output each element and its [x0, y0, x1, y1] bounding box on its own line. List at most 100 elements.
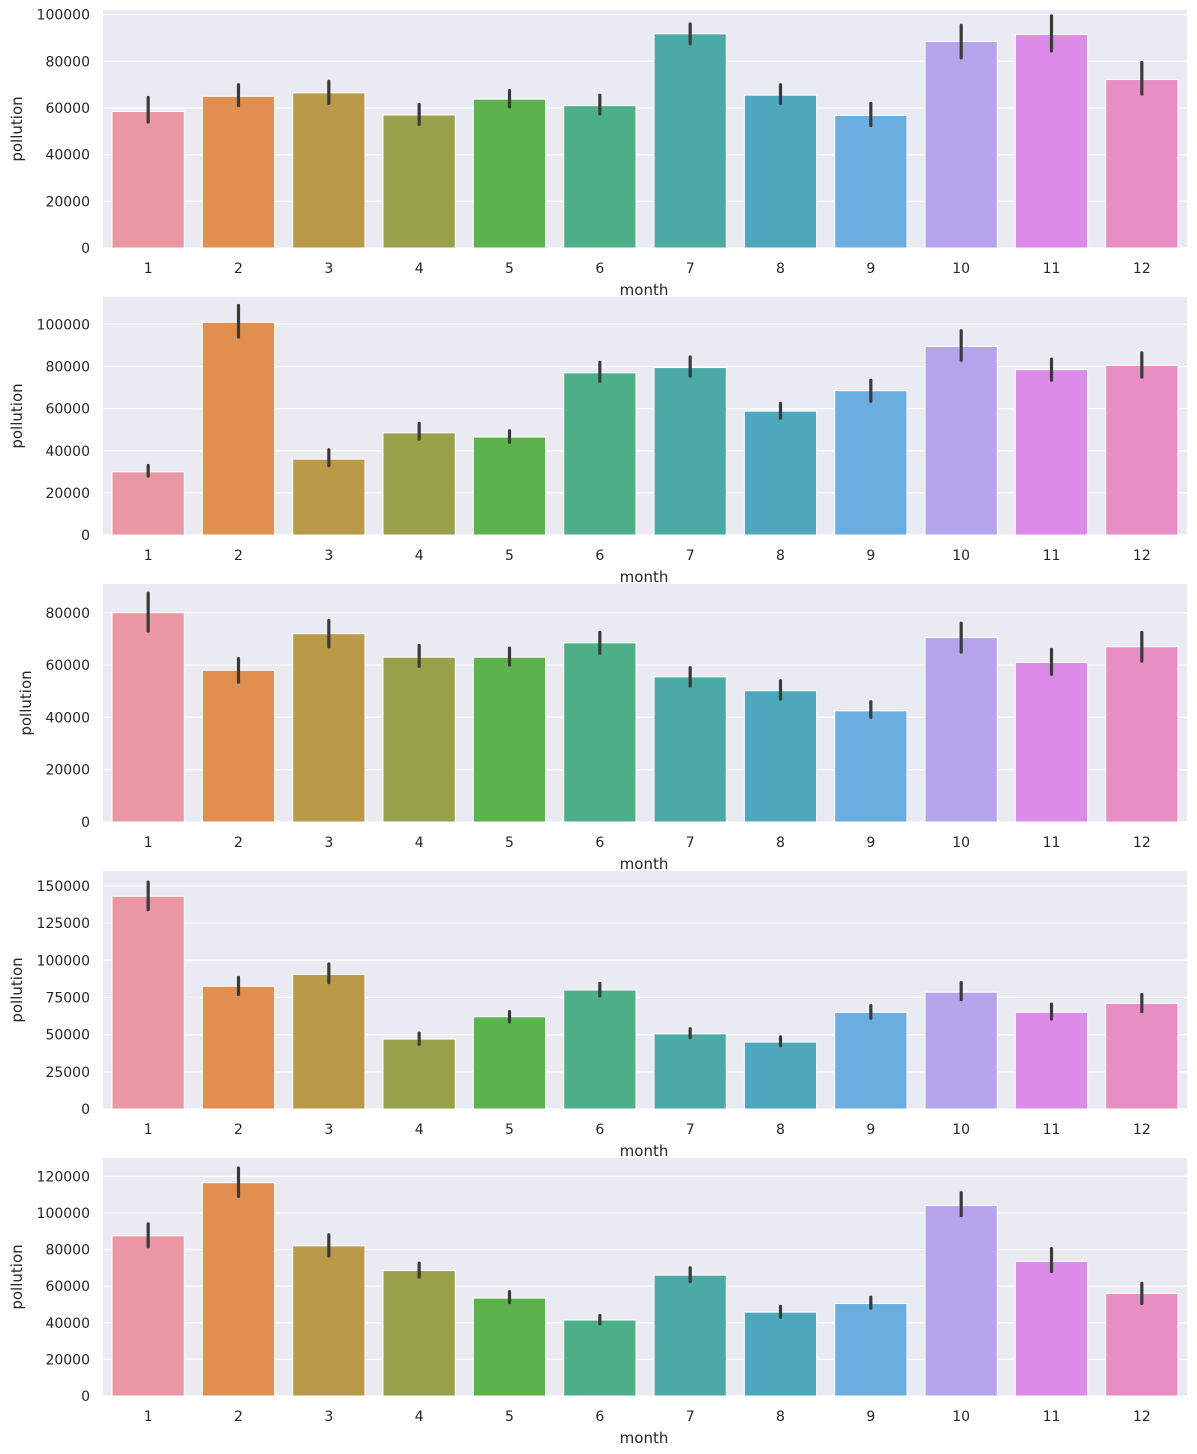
y-tick-label: 40000 [45, 1316, 90, 1332]
bar-month-3 [292, 92, 366, 249]
x-tick-label: 9 [866, 261, 875, 277]
x-tick-label: 5 [505, 261, 514, 277]
y-tick-label: 125000 [37, 916, 90, 932]
y-tick-label: 0 [81, 1102, 90, 1118]
y-tick-label: 60000 [45, 402, 90, 418]
bar-month-8 [743, 1311, 818, 1397]
y-tick-label: 60000 [45, 101, 90, 117]
y-tick-label: 25000 [45, 1065, 90, 1081]
bar-month-3 [292, 973, 366, 1110]
bar-month-1 [111, 1235, 185, 1397]
bar-month-11 [1014, 369, 1089, 536]
bar-month-8 [743, 94, 818, 249]
bar-month-10 [924, 1205, 998, 1397]
bar-month-10 [924, 637, 998, 823]
x-tick-label: 1 [144, 1122, 153, 1138]
x-tick-label: 10 [952, 835, 970, 851]
y-tick-label: 80000 [45, 1243, 90, 1259]
bar-month-9 [834, 1303, 908, 1397]
bar-month-3 [292, 458, 366, 536]
y-tick-label: 0 [81, 815, 90, 831]
x-tick-label: 6 [595, 835, 604, 851]
x-tick-label: 10 [952, 548, 970, 564]
plot-background [103, 10, 1187, 248]
x-tick-label: 2 [234, 1409, 243, 1425]
bar-month-11 [1014, 661, 1089, 823]
x-tick-label: 10 [952, 1409, 970, 1425]
y-tick-label: 60000 [45, 1279, 90, 1295]
bar-month-1 [111, 471, 185, 536]
y-tick-label: 100000 [37, 317, 90, 333]
bar-month-1 [111, 895, 185, 1110]
bar-month-5 [472, 656, 547, 823]
y-tick-label: 150000 [37, 879, 90, 895]
x-tick-label: 12 [1133, 548, 1151, 564]
x-tick-label: 8 [776, 1409, 785, 1425]
x-tick-label: 1 [144, 1409, 153, 1425]
x-tick-label: 4 [415, 548, 424, 564]
x-tick-label: 12 [1133, 1122, 1151, 1138]
x-tick-label: 2 [234, 548, 243, 564]
x-tick-label: 1 [144, 261, 153, 277]
bar-month-5 [472, 1297, 547, 1397]
x-tick-label: 7 [686, 835, 695, 851]
x-tick-label: 9 [866, 1409, 875, 1425]
x-tick-label: 1 [144, 548, 153, 564]
bar-month-12 [1105, 646, 1179, 823]
bar-month-11 [1014, 1260, 1089, 1397]
y-tick-label: 40000 [45, 710, 90, 726]
y-tick-label: 40000 [45, 148, 90, 164]
bar-month-9 [834, 390, 908, 536]
y-tick-label: 100000 [37, 1206, 90, 1222]
x-tick-label: 6 [595, 1122, 604, 1138]
x-axis-label: month [620, 1142, 669, 1160]
bar-month-12 [1105, 1292, 1179, 1397]
x-tick-label: 8 [776, 548, 785, 564]
y-tick-label: 20000 [45, 763, 90, 779]
x-tick-label: 8 [776, 1122, 785, 1138]
x-tick-label: 5 [505, 1409, 514, 1425]
bar-month-11 [1014, 1011, 1089, 1110]
x-axis-label: month [620, 855, 669, 873]
bar-month-9 [834, 1011, 908, 1110]
y-tick-label: 120000 [37, 1169, 90, 1185]
bar-month-10 [924, 345, 998, 536]
y-tick-label: 75000 [45, 990, 90, 1006]
bar-month-2 [201, 669, 276, 823]
x-tick-label: 11 [1043, 261, 1061, 277]
x-tick-label: 11 [1043, 1122, 1061, 1138]
y-tick-label: 0 [81, 528, 90, 544]
bar-month-10 [924, 991, 998, 1110]
x-tick-label: 9 [866, 548, 875, 564]
plot-background [103, 297, 1187, 535]
bar-month-11 [1014, 34, 1089, 249]
x-tick-label: 6 [595, 548, 604, 564]
y-tick-label: 50000 [45, 1028, 90, 1044]
bar-month-6 [563, 105, 637, 249]
x-tick-label: 12 [1133, 261, 1151, 277]
x-tick-label: 11 [1043, 1409, 1061, 1425]
y-axis-label: pollution [8, 1244, 26, 1309]
y-tick-label: 80000 [45, 360, 90, 376]
bar-month-7 [653, 367, 727, 536]
x-tick-label: 9 [866, 1122, 875, 1138]
bar-month-5 [472, 1016, 547, 1110]
x-tick-label: 5 [505, 835, 514, 851]
y-axis-label: pollution [8, 957, 26, 1022]
bar-month-6 [563, 372, 637, 536]
x-tick-label: 8 [776, 835, 785, 851]
bar-month-7 [653, 676, 727, 823]
y-tick-label: 100000 [37, 953, 90, 969]
x-tick-label: 3 [324, 261, 333, 277]
x-tick-label: 8 [776, 261, 785, 277]
x-tick-label: 4 [415, 1122, 424, 1138]
x-tick-label: 4 [415, 261, 424, 277]
bar-month-4 [382, 114, 456, 249]
y-tick-label: 20000 [45, 1352, 90, 1368]
y-tick-label: 40000 [45, 444, 90, 460]
y-axis-label: pollution [17, 670, 35, 735]
